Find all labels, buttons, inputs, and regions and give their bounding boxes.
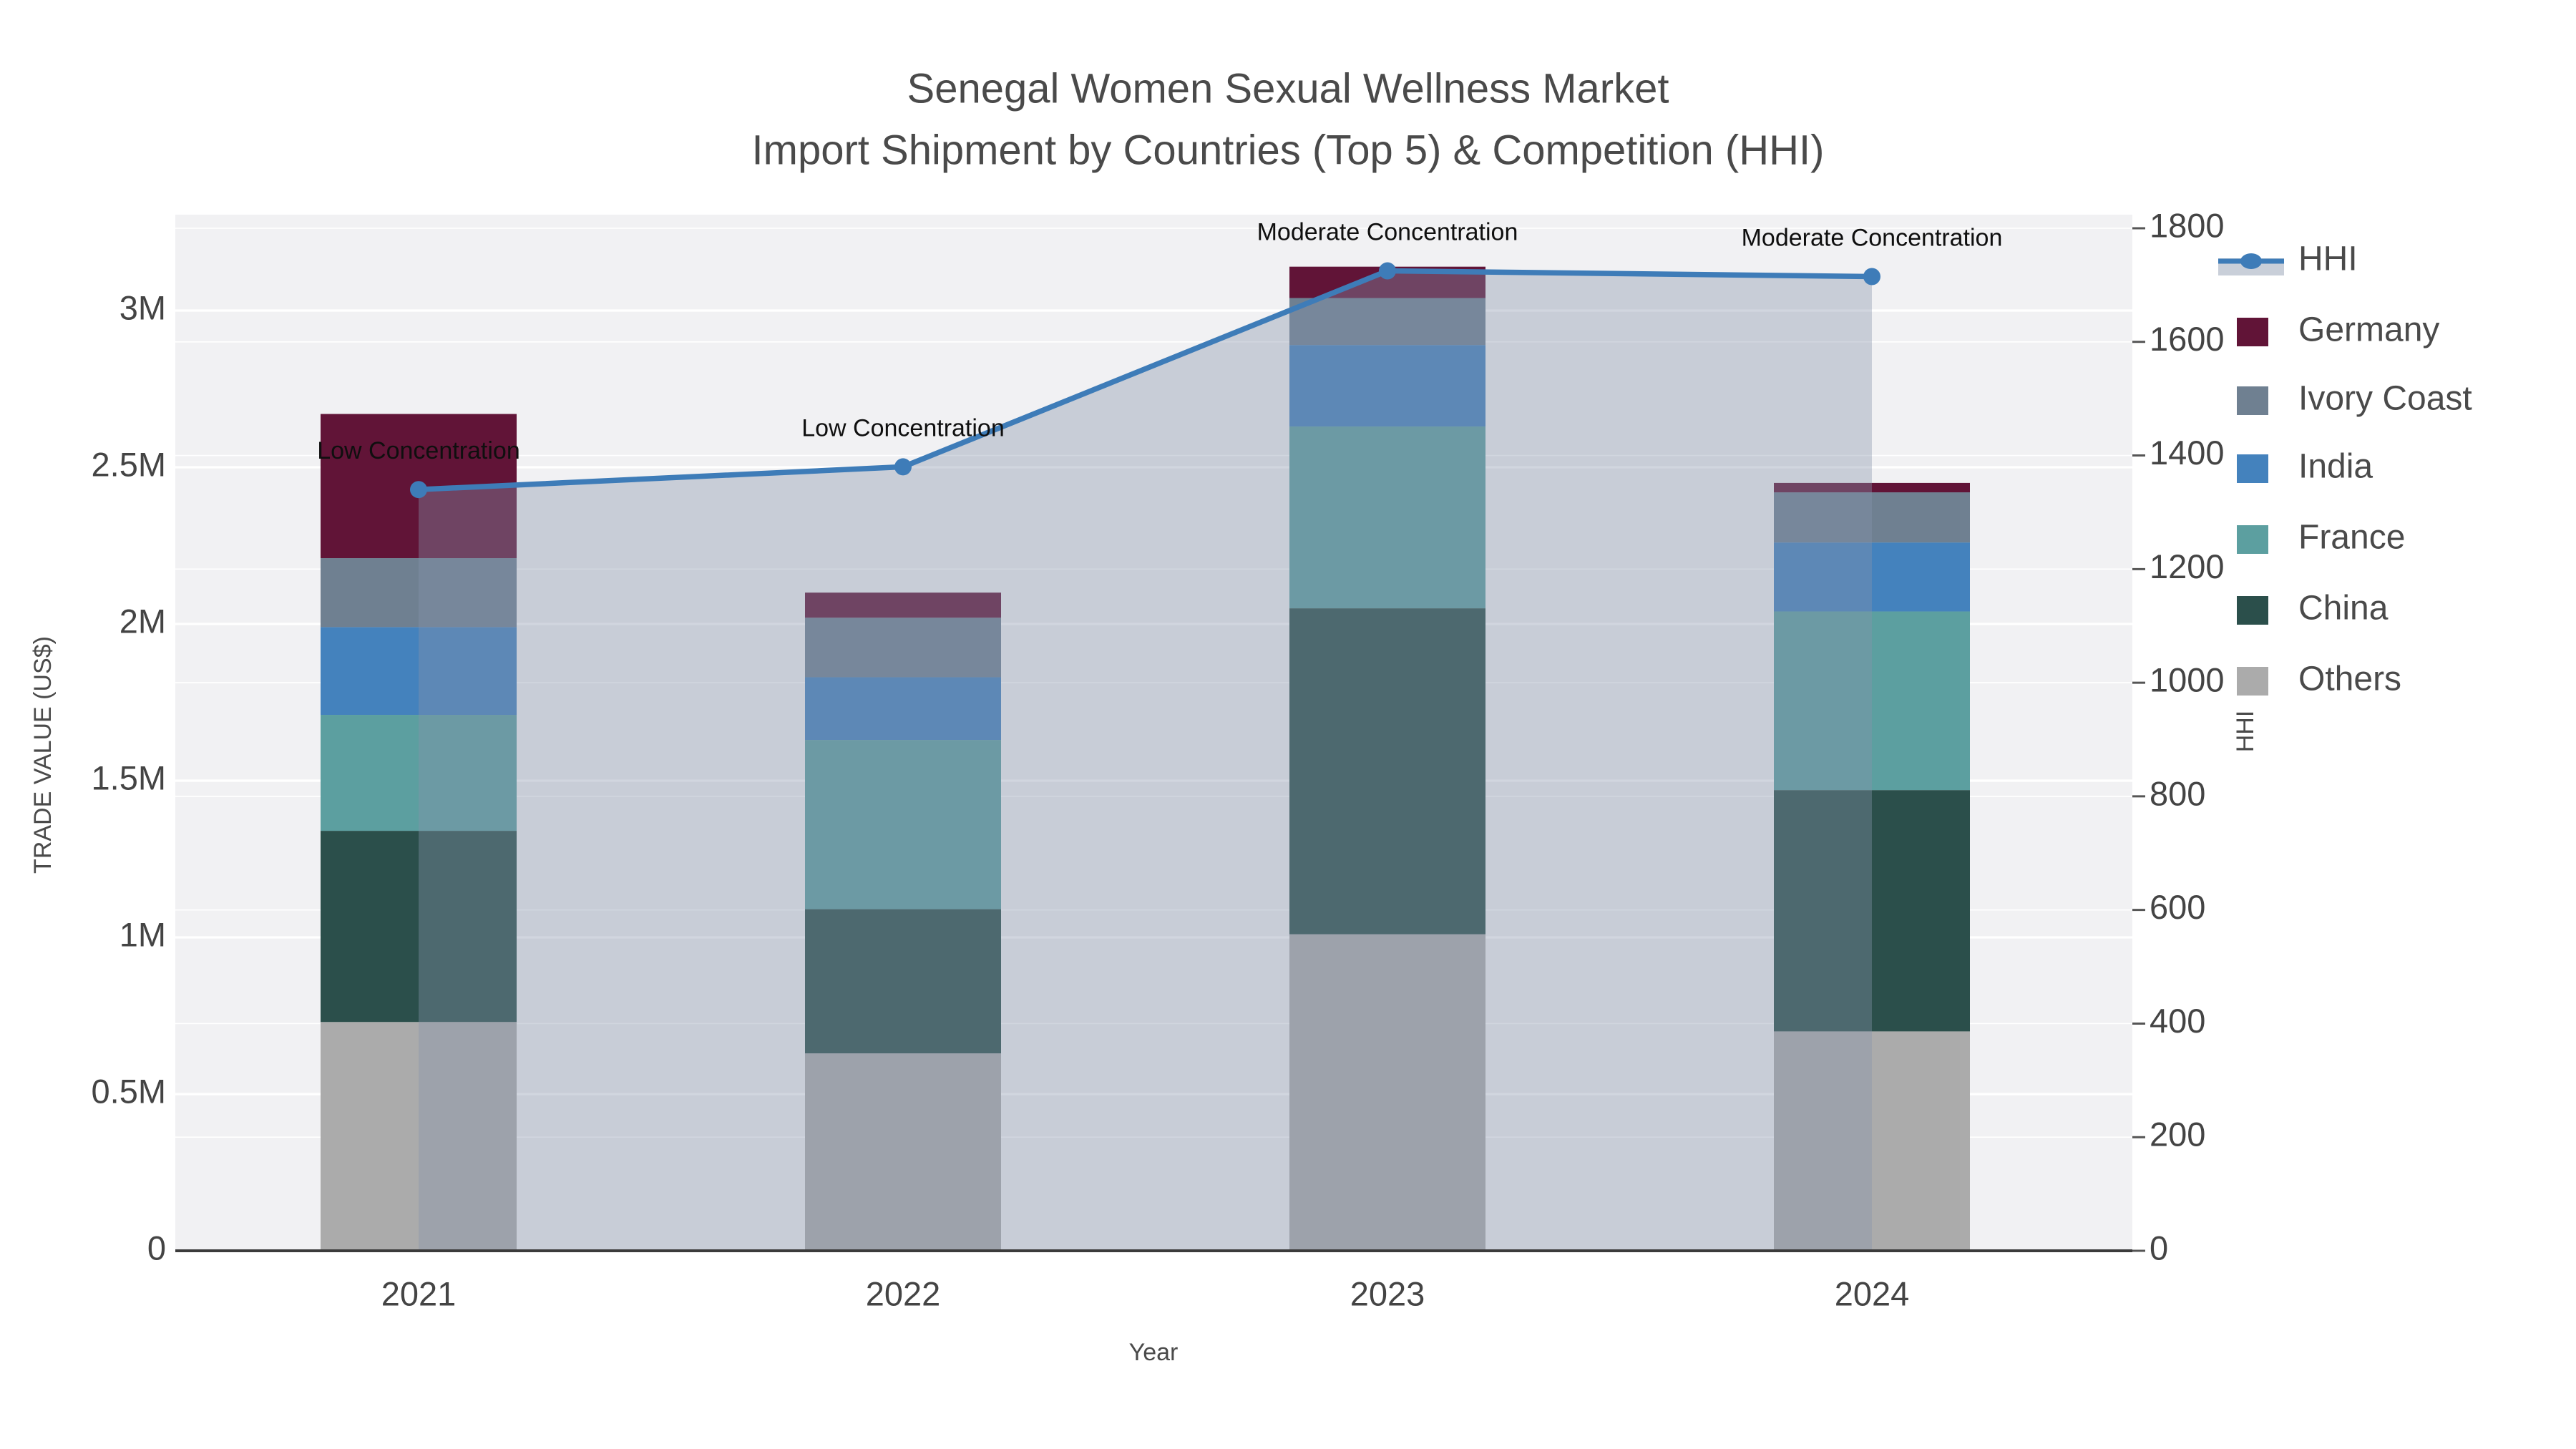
legend-swatch-ivory-coast [2237,386,2268,415]
legend-item-india[interactable]: India [2237,448,2373,486]
legend-swatch-germany [2237,318,2268,346]
hhi-area [419,270,1872,1252]
x-tick-label-2024: 2024 [1835,1274,1910,1312]
y-left-tick-label: 2M [119,602,166,640]
bar-segment-india-2023[interactable] [1289,345,1485,427]
bar-segment-ivory-coast-2024[interactable] [1774,492,1970,543]
legend-label: HHI [2298,240,2358,278]
y-left-tick-label: 3M [119,288,166,326]
hhi-marker-2023[interactable] [1379,262,1396,280]
y-right-tick-label: 800 [2150,774,2205,812]
x-tick-label-2022: 2022 [866,1274,941,1312]
x-tick-label-2021: 2021 [381,1274,457,1312]
y-right-tick-label: 1200 [2150,547,2225,585]
bar-segment-france-2022[interactable] [805,740,1001,909]
y-left-tick-label: 0 [147,1229,166,1267]
bar-segment-india-2024[interactable] [1774,542,1970,612]
x-tick-label-2023: 2023 [1350,1274,1425,1312]
bar-segment-ivory-coast-2022[interactable] [805,618,1001,678]
legend-item-hhi[interactable]: HHI [2218,240,2358,278]
bar-segment-germany-2022[interactable] [805,592,1001,618]
legend-item-china[interactable]: China [2237,590,2389,628]
bar-segment-china-2024[interactable] [1774,790,1970,1032]
bar-segment-china-2021[interactable] [321,831,517,1023]
legend-swatch-others [2237,667,2268,696]
bar-segment-ivory-coast-2021[interactable] [321,558,517,628]
legend-swatch-india [2237,454,2268,483]
legend-label: France [2298,519,2405,557]
legend-label: India [2298,448,2373,486]
bar-segment-china-2022[interactable] [805,909,1001,1054]
legend-item-germany[interactable]: Germany [2237,311,2439,349]
bar-segment-india-2022[interactable] [805,677,1001,741]
legend-swatch-china [2237,596,2268,625]
bar-segment-ivory-coast-2023[interactable] [1289,298,1485,346]
hhi-marker-2024[interactable] [1863,268,1880,286]
bar-segment-others-2022[interactable] [805,1053,1001,1251]
y-left-tick-label: 1.5M [92,758,167,796]
bar-segment-others-2021[interactable] [321,1022,517,1251]
bar-series[interactable] [321,266,1970,1251]
y-right-tick-label: 400 [2150,1002,2205,1040]
hhi-marker-2022[interactable] [894,458,912,476]
chart-title-line2: Import Shipment by Countries (Top 5) & C… [752,127,1825,173]
y-left-tick-label: 2.5M [92,445,167,483]
legend[interactable]: HHI Germany Ivory Coast India France China Oth… [2218,240,2472,698]
bar-segment-india-2021[interactable] [321,627,517,716]
y-right-tick-label: 1800 [2150,206,2225,244]
y-right-axis-title: HHI [2232,711,2259,753]
bar-segment-germany-2024[interactable] [1774,482,1970,493]
bar-segment-others-2023[interactable] [1289,934,1485,1251]
bar-segment-china-2023[interactable] [1289,608,1485,935]
y-left-axis-title: TRADE VALUE (US$) [29,636,57,874]
y-left-tick-label: 1M [119,915,166,953]
annotation-2024: Moderate Concentration [1742,224,2003,251]
hhi-area-fill [419,270,1872,1252]
annotation-2023: Moderate Concentration [1257,219,1518,246]
legend-item-others[interactable]: Others [2237,660,2401,698]
legend-swatch-france [2237,525,2268,554]
legend-item-france[interactable]: France [2237,519,2405,557]
y-right-tick-label: 200 [2150,1116,2205,1153]
x-axis-title: Year [1129,1339,1179,1366]
annotations: Low Concentration Low Concentration Modera… [317,219,2002,465]
chart-title-line1: Senegal Women Sexual Wellness Market [907,65,1669,112]
bar-segment-france-2024[interactable] [1774,611,1970,791]
annotation-2021: Low Concentration [317,437,520,464]
y-right-tick-label: 1600 [2150,320,2225,358]
y-left-tick-label: 0.5M [92,1072,167,1110]
y-right-tick-label: 1400 [2150,434,2225,472]
annotation-2022: Low Concentration [801,414,1005,441]
bar-segment-others-2024[interactable] [1774,1031,1970,1251]
hhi-line[interactable] [410,262,1880,499]
legend-label: Others [2298,660,2401,698]
legend-label: China [2298,590,2389,628]
y-right-tick-label: 0 [2150,1229,2168,1267]
legend-label: Ivory Coast [2298,380,2472,418]
legend-item-ivory-coast[interactable]: Ivory Coast [2237,380,2472,418]
axis-lines [175,227,2145,1252]
y-right-tick-label: 600 [2150,888,2205,926]
legend-hhi-marker [2240,253,2262,269]
bar-segment-france-2023[interactable] [1289,426,1485,609]
hhi-line-path [418,268,1873,492]
tick-labels: 0 0.5M 1M 1.5M 2M 2.5M 3M 0 200 400 600 800 1000 1200… [92,206,2225,1312]
legend-label: Germany [2298,311,2439,349]
hhi-marker-2021[interactable] [410,481,427,499]
bar-segment-france-2021[interactable] [321,715,517,831]
y-right-tick-label: 1000 [2150,661,2225,699]
